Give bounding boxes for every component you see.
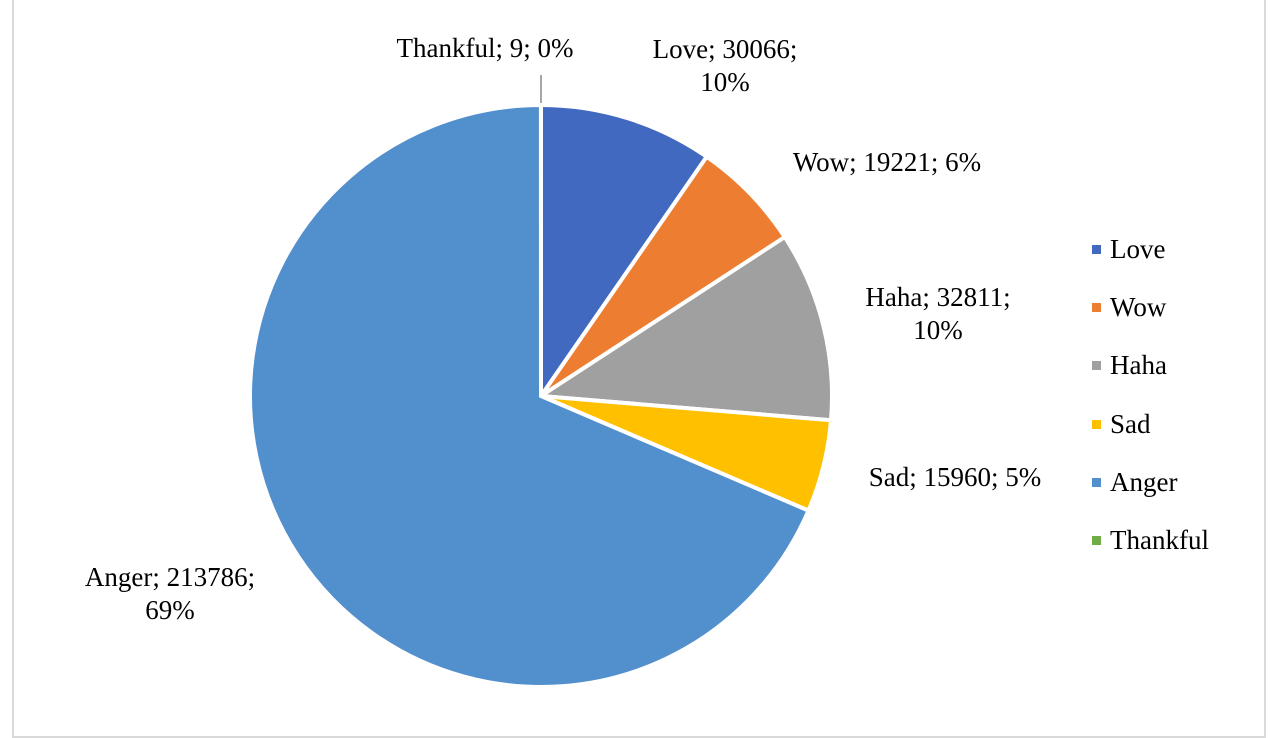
legend-label: Wow <box>1110 292 1166 322</box>
data-label: Sad; 15960; 5% <box>869 461 1042 494</box>
legend-swatch <box>1092 536 1101 545</box>
data-label: Love; 30066; 10% <box>630 33 820 99</box>
legend-swatch <box>1092 420 1101 429</box>
legend-swatch <box>1092 361 1101 370</box>
legend-label: Haha <box>1110 350 1167 380</box>
legend-label: Thankful <box>1110 525 1209 555</box>
legend-swatch <box>1092 478 1101 487</box>
legend-label: Love <box>1110 234 1165 264</box>
legend-swatch <box>1092 245 1101 254</box>
data-label: Thankful; 9; 0% <box>397 32 574 65</box>
legend-label: Sad <box>1110 409 1151 439</box>
data-label: Anger; 213786; 69% <box>60 561 280 627</box>
data-label: Haha; 32811; 10% <box>843 281 1033 347</box>
data-label: Wow; 19221; 6% <box>793 146 981 179</box>
page: {"chart_data": {"type": "pie", "categori… <box>0 0 1280 720</box>
legend-swatch <box>1092 303 1101 312</box>
legend-label: Anger <box>1110 467 1177 497</box>
